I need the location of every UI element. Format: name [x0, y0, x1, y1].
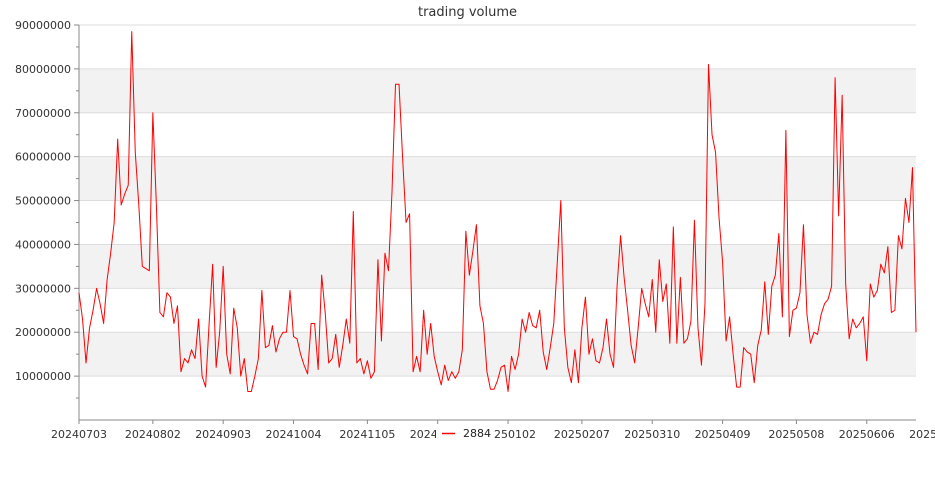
- y-tick-label: 90000000: [15, 19, 71, 32]
- chart-title: trading volume: [418, 5, 517, 20]
- x-tick-label: 20240903: [195, 428, 251, 441]
- x-tick-label: 20250606: [839, 428, 895, 441]
- x-tick-label: 20250508: [768, 428, 824, 441]
- x-tick-label: 20241004: [266, 428, 322, 441]
- legend-label: 2884: [463, 427, 491, 440]
- y-tick-label: 20000000: [15, 326, 71, 339]
- x-tick-label: 20240703: [51, 428, 107, 441]
- grid-band: [79, 156, 916, 201]
- y-tick-label: 10000000: [15, 370, 71, 383]
- y-tick-label: 40000000: [15, 238, 71, 251]
- y-tick-label: 70000000: [15, 107, 71, 120]
- x-tick-label: 20250102: [480, 428, 536, 441]
- x-tick-label: 20250310: [624, 428, 680, 441]
- y-tick-label: 50000000: [15, 195, 71, 208]
- grid-band: [79, 332, 916, 377]
- y-tick-label: 60000000: [15, 151, 71, 164]
- x-tick-label: 20240802: [125, 428, 181, 441]
- x-tick-label: 20250409: [695, 428, 751, 441]
- legend: 2884: [436, 425, 494, 441]
- grid-band: [79, 244, 916, 289]
- series-line-2884: [78, 31, 917, 392]
- x-tick-label: 20241105: [339, 428, 395, 441]
- y-tick-label: 30000000: [15, 282, 71, 295]
- grid-band: [79, 68, 916, 113]
- x-tick-label: 20250707: [909, 428, 935, 441]
- x-tick-label: 20250207: [554, 428, 610, 441]
- y-tick-label: 80000000: [15, 63, 71, 76]
